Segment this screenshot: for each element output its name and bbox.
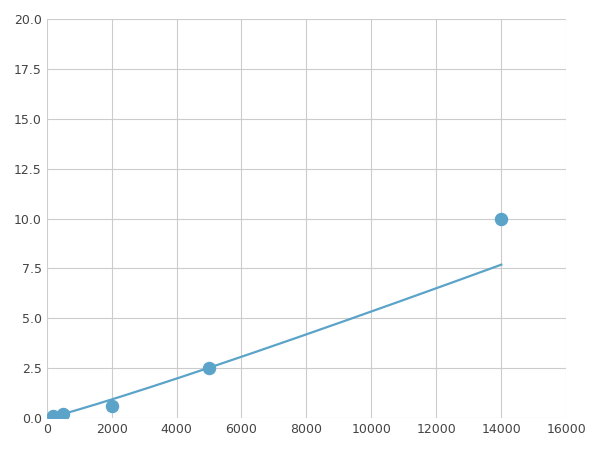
Point	[204, 365, 214, 372]
Point	[58, 411, 68, 418]
Point	[49, 413, 58, 420]
Point	[107, 403, 116, 410]
Point	[496, 215, 506, 222]
